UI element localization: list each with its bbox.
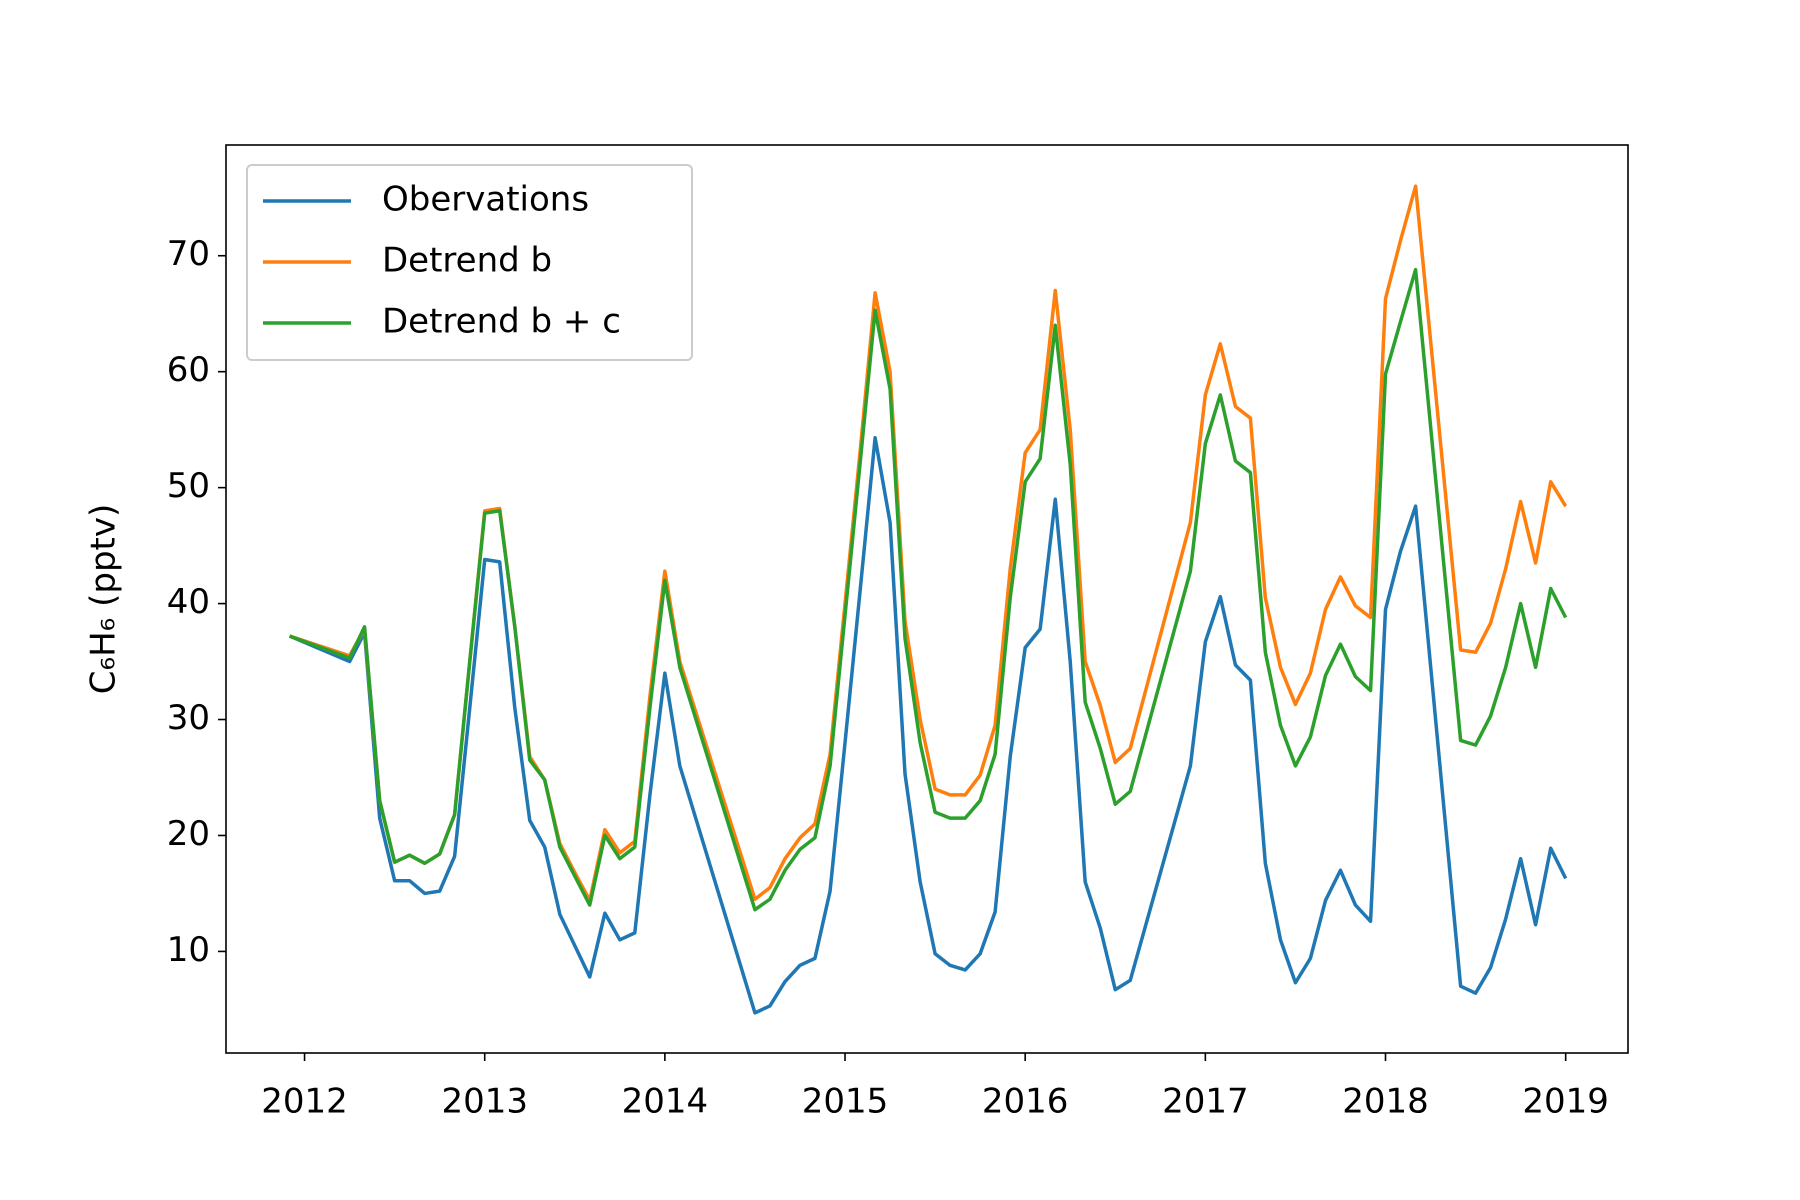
legend: Obervations Detrend b Detrend b + c bbox=[246, 164, 693, 361]
x-tick-label: 2019 bbox=[1522, 1082, 1609, 1122]
y-tick-label: 30 bbox=[167, 698, 210, 738]
y-tick-label: 60 bbox=[167, 350, 210, 390]
y-tick-label: 20 bbox=[167, 814, 210, 854]
x-tick-label: 2012 bbox=[261, 1082, 348, 1122]
y-tick-label: 50 bbox=[167, 466, 210, 506]
y-tick-label: 40 bbox=[167, 582, 210, 622]
data-line bbox=[288, 436, 1568, 1015]
y-tick-label: 70 bbox=[167, 234, 210, 274]
data-line bbox=[288, 267, 1568, 912]
x-tick-label: 2017 bbox=[1162, 1082, 1249, 1122]
legend-label: Detrend b bbox=[382, 241, 552, 281]
legend-label: Detrend b + c bbox=[382, 302, 621, 342]
x-tick-label: 2014 bbox=[622, 1082, 709, 1122]
plot-frame bbox=[225, 144, 1629, 1054]
x-tick-label: 2015 bbox=[802, 1082, 889, 1122]
y-axis-label: C₆H₆ (pptv) bbox=[84, 504, 124, 695]
legend-label: Obervations bbox=[382, 180, 589, 220]
x-tick-label: 2016 bbox=[982, 1082, 1069, 1122]
y-tick-label: 10 bbox=[167, 930, 210, 970]
x-tick-label: 2013 bbox=[441, 1082, 528, 1122]
legend-box bbox=[246, 164, 693, 361]
x-tick-label: 2018 bbox=[1342, 1082, 1429, 1122]
